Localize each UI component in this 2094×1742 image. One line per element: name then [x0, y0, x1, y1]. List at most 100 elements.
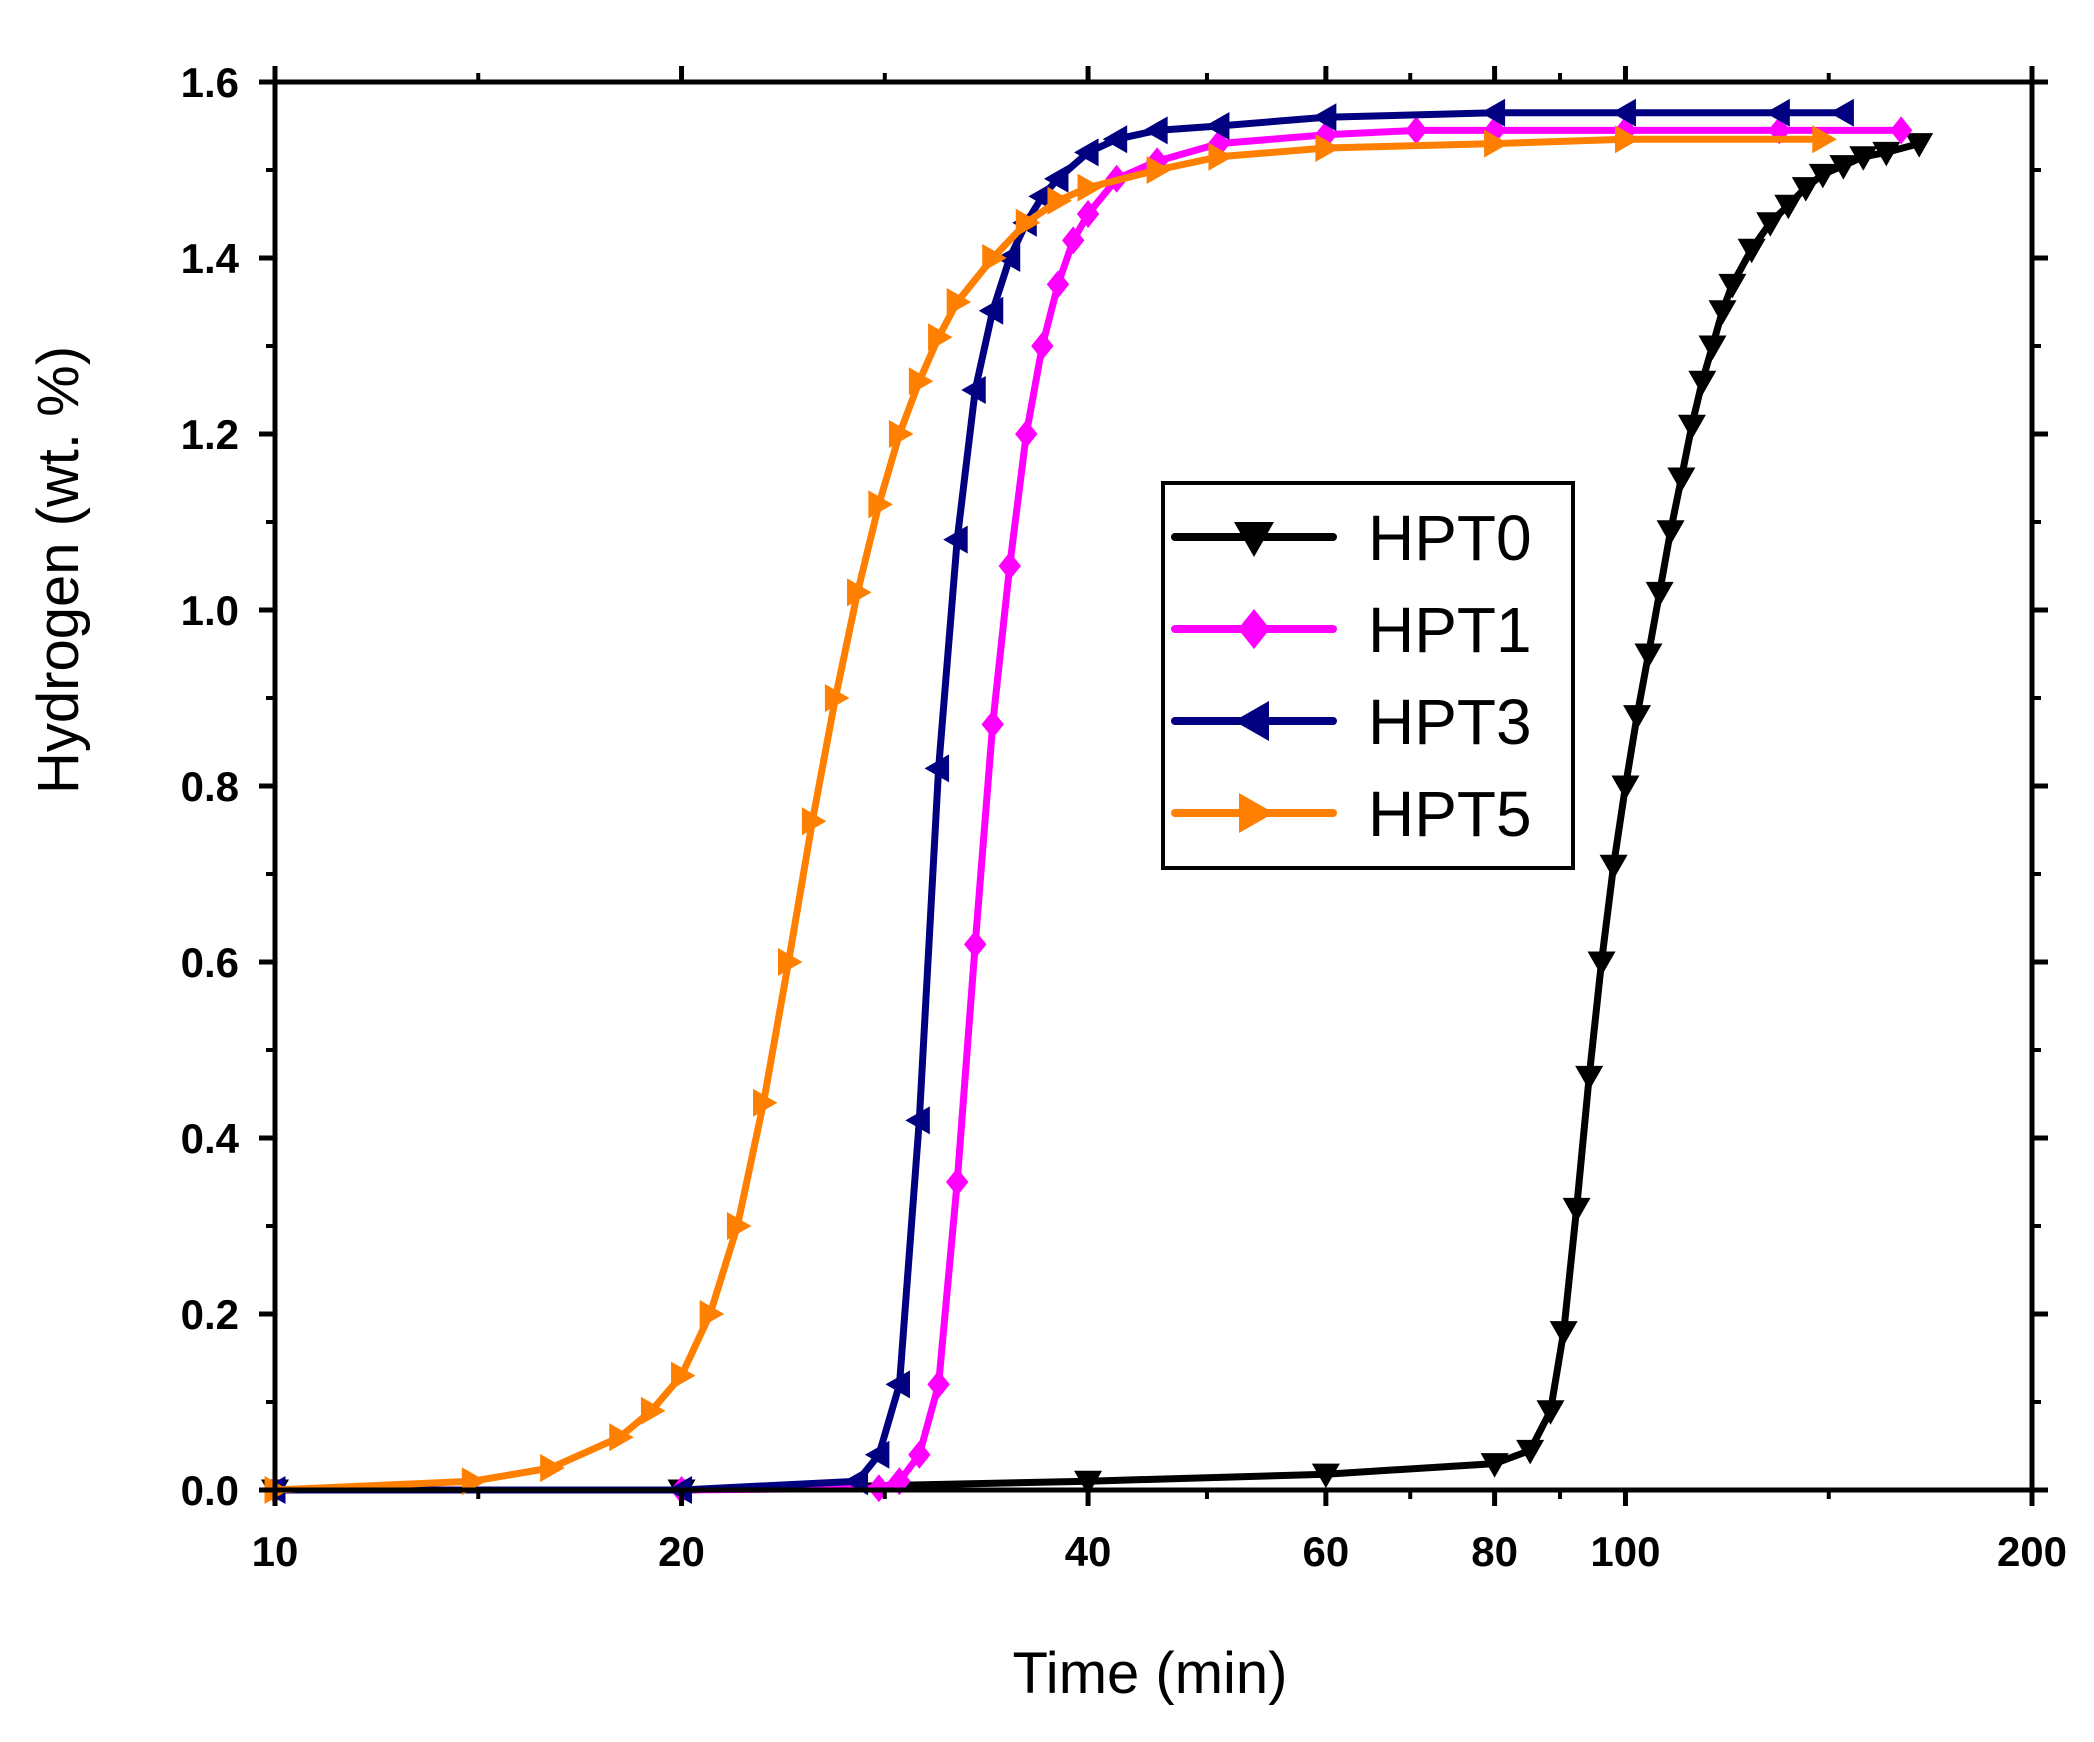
- legend-entry-hpt0: HPT0: [1171, 502, 1532, 574]
- data-point: [1808, 163, 1837, 189]
- x-tick-label: 10: [252, 1528, 299, 1575]
- data-point: [1849, 146, 1878, 171]
- data-point: [1599, 854, 1628, 880]
- legend-label: HPT3: [1368, 686, 1532, 758]
- y-tick-label: 1.6: [181, 59, 239, 106]
- y-tick-label: 0.6: [181, 939, 239, 986]
- data-point: [1074, 1470, 1103, 1496]
- y-tick-label: 1.2: [181, 411, 239, 458]
- y-tick-label: 0.4: [181, 1115, 240, 1162]
- data-point: [927, 1370, 950, 1399]
- data-point: [1143, 116, 1168, 145]
- y-tick-label: 1.0: [181, 587, 239, 634]
- legend-marker: [1234, 701, 1269, 741]
- data-point: [924, 754, 950, 783]
- x-tick-label: 40: [1065, 1528, 1112, 1575]
- data-point: [928, 323, 953, 352]
- data-point: [1889, 116, 1913, 145]
- legend: HPT0 HPT1 HPT3 HPT5: [1161, 481, 1575, 870]
- data-point: [946, 288, 972, 316]
- data-point: [1062, 226, 1085, 255]
- data-point: [1667, 467, 1696, 492]
- data-point: [726, 1212, 752, 1240]
- data-point: [1905, 133, 1934, 158]
- data-point: [1688, 370, 1717, 396]
- legend-box: [1161, 481, 1575, 870]
- data-point: [753, 1088, 778, 1117]
- data-point: [908, 1440, 931, 1469]
- data-point: [1829, 155, 1858, 180]
- data-point: [1656, 520, 1685, 545]
- data-point: [964, 930, 987, 959]
- data-point: [1623, 705, 1652, 730]
- y-tick-label: 0.2: [181, 1291, 239, 1338]
- x-tick-label: 100: [1590, 1528, 1660, 1575]
- data-point: [1611, 775, 1640, 800]
- axes-layer: 0.0 0.2 0.4 0.6 0.8 1.0 1.2 1.4 1.6 10 20 40 60 80 100…: [181, 59, 2067, 1575]
- data-point: [847, 578, 872, 607]
- data-point: [1634, 643, 1663, 668]
- y-tick-label: 0.8: [181, 763, 239, 810]
- data-point: [1480, 1453, 1509, 1478]
- data-point: [1562, 1197, 1591, 1223]
- data-point: [1405, 116, 1428, 145]
- data-point: [945, 1168, 969, 1196]
- data-point: [1015, 208, 1041, 237]
- data-point: [885, 1370, 910, 1399]
- data-point: [1074, 138, 1099, 167]
- data-point: [1611, 98, 1636, 127]
- x-axis-title: Time (min): [1013, 1641, 1288, 1706]
- data-point: [1046, 270, 1070, 299]
- y-tick-label: 0.0: [181, 1467, 239, 1514]
- data-point: [1047, 186, 1072, 215]
- data-point: [1677, 414, 1706, 440]
- data-point: [1872, 141, 1901, 167]
- legend-label: HPT1: [1368, 594, 1532, 666]
- data-point: [540, 1454, 565, 1482]
- data-point: [943, 525, 968, 554]
- data-point: [1587, 951, 1616, 976]
- y-tick-label: 1.4: [181, 235, 240, 282]
- data-point: [1102, 125, 1128, 154]
- data-point: [1774, 194, 1803, 220]
- data-point: [905, 1106, 930, 1135]
- data-point: [1077, 173, 1103, 202]
- data-point: [824, 684, 850, 712]
- data-point: [1829, 98, 1854, 127]
- data-point: [1698, 335, 1727, 360]
- data-point: [1076, 200, 1100, 228]
- series-line: [271, 135, 1827, 1494]
- data-point: [908, 367, 934, 396]
- data-point: [1718, 273, 1747, 299]
- x-tick-label: 60: [1303, 1528, 1350, 1575]
- data-point: [1311, 1463, 1340, 1489]
- data-point: [1549, 1321, 1578, 1346]
- data-point: [982, 244, 1007, 272]
- data-point: [1484, 129, 1509, 158]
- y-axis-title: Hydrogen (wt. %): [26, 346, 91, 794]
- data-point: [1516, 1439, 1545, 1465]
- x-tick-label: 20: [658, 1528, 705, 1575]
- data-point: [888, 1467, 911, 1496]
- series-hpt5: [264, 125, 1837, 1504]
- data-point: [1208, 142, 1233, 171]
- data-point: [671, 1361, 696, 1390]
- legend-entry-hpt3: HPT3: [1171, 686, 1532, 758]
- data-point: [1146, 156, 1172, 184]
- data-point: [1480, 98, 1506, 127]
- legend-entry-hpt1: HPT1: [1171, 594, 1532, 666]
- data-point: [961, 376, 986, 404]
- data-point: [1028, 182, 1053, 211]
- data-point: [1737, 238, 1766, 264]
- data-point: [868, 490, 893, 519]
- data-point: [1708, 300, 1737, 325]
- data-point: [640, 1396, 666, 1425]
- data-point: [777, 948, 803, 976]
- data-point: [699, 1300, 725, 1328]
- data-point: [864, 1440, 890, 1469]
- x-tick-label: 200: [1997, 1528, 2067, 1575]
- series-layer: [261, 98, 1934, 1504]
- data-point: [995, 244, 1021, 272]
